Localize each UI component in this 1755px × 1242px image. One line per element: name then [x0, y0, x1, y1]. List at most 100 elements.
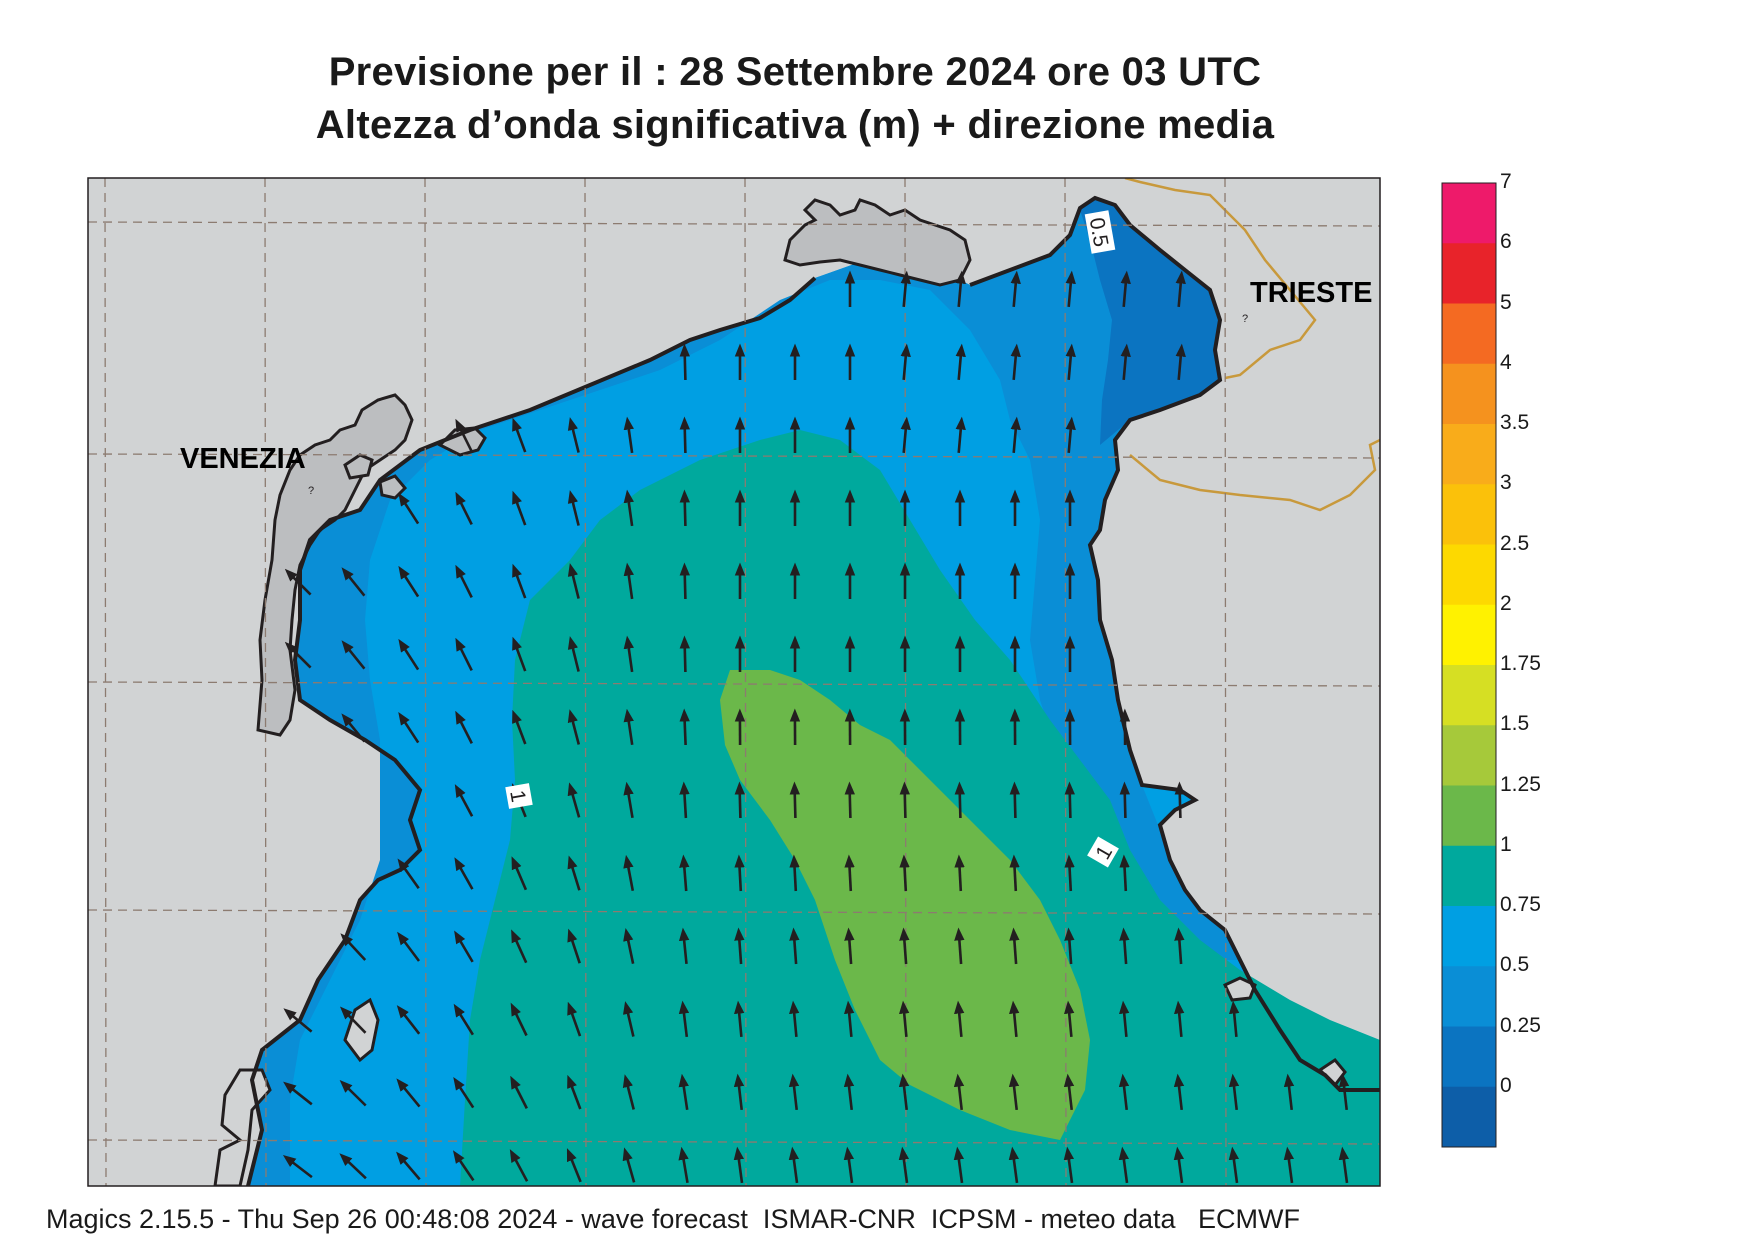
- colorbar-swatch: [1442, 725, 1496, 786]
- wave-direction-arrow: [899, 1000, 910, 1038]
- wave-direction-arrow: [622, 1074, 635, 1110]
- wave-direction-arrow: [623, 1001, 635, 1037]
- wave-direction-arrow: [899, 854, 910, 892]
- contour-label-05: 0.5: [1085, 210, 1116, 254]
- wave-direction-arrow: [453, 1003, 475, 1036]
- wave-direction-arrow: [623, 489, 634, 527]
- wave-direction-arrow: [900, 416, 911, 454]
- lagoon-venezia: [256, 393, 414, 737]
- wave-direction-arrow: [455, 710, 473, 744]
- wave-direction-arrow: [339, 1006, 367, 1034]
- colorbar-swatch: [1442, 1086, 1496, 1148]
- colorbar-tick-label: 7: [1500, 170, 1512, 193]
- wave-direction-arrow: [898, 1073, 910, 1111]
- wave-direction-arrow: [339, 1079, 367, 1107]
- colorbar-tick-label: 4: [1500, 350, 1512, 374]
- wave-direction-arrow: [397, 858, 420, 889]
- wave-direction-arrow: [1065, 343, 1076, 381]
- colorbar-swatch: [1442, 243, 1496, 304]
- colorbar-tick-label: 0.75: [1500, 893, 1541, 916]
- wave-direction-arrow: [567, 782, 581, 818]
- wave-direction-arrow: [789, 854, 800, 892]
- wave-direction-arrow: [898, 1146, 910, 1184]
- wave-direction-arrow: [340, 933, 367, 961]
- wave-direction-arrow: [622, 1147, 636, 1183]
- colorbar-swatch: [1442, 845, 1496, 907]
- wave-direction-arrow: [1119, 1000, 1130, 1038]
- wave-direction-arrow: [1064, 927, 1075, 965]
- wave-direction-arrow: [1175, 270, 1186, 308]
- wave-direction-arrow: [455, 564, 473, 598]
- wave-direction-arrow: [510, 1002, 528, 1037]
- wave-direction-arrow: [398, 492, 420, 525]
- wave-direction-arrow: [283, 1008, 313, 1033]
- wave-direction-arrow: [567, 855, 581, 891]
- wave-direction-arrows: [282, 270, 1350, 1184]
- wave-direction-arrow: [512, 709, 527, 745]
- wave-direction-arrow: [1283, 1146, 1295, 1184]
- label-trieste: TRIESTE: [1250, 277, 1372, 309]
- colorbar-tick-label: 0.25: [1500, 1013, 1541, 1037]
- map-area: 0.5 1 1 VENEZIA ? TRIESTE ?: [88, 178, 1380, 1186]
- wave-direction-arrow: [341, 567, 366, 597]
- wave-direction-arrow: [1338, 1146, 1350, 1184]
- wave-direction-arrow: [843, 1073, 855, 1111]
- colorbar-tick-label: 1.75: [1500, 652, 1541, 675]
- wave-direction-arrow: [679, 343, 690, 381]
- wave-direction-arrow: [623, 708, 634, 745]
- colorbar-tick-label: 5: [1500, 290, 1512, 314]
- coastline-west: [246, 276, 817, 1186]
- wave-direction-arrow: [1064, 781, 1075, 819]
- footer-credits: Magics 2.15.5 - Thu Sep 26 00:48:08 2024…: [46, 1204, 1301, 1234]
- wave-direction-arrow: [567, 636, 580, 672]
- wave-direction-arrow: [1009, 1000, 1020, 1038]
- colorbar-swatch: [1442, 363, 1496, 425]
- wave-direction-arrow: [734, 1000, 745, 1038]
- wave-direction-arrow: [511, 929, 528, 964]
- wave-direction-arrow: [398, 638, 420, 671]
- wave-direction-arrow: [1009, 781, 1020, 819]
- wave-direction-arrow: [955, 343, 966, 381]
- map-frame: [87, 177, 1381, 1187]
- wave-direction-arrow: [512, 490, 527, 526]
- contour-label-1-right: 1: [1087, 836, 1119, 868]
- wave-direction-arrow: [283, 1081, 313, 1106]
- wave-direction-arrow: [284, 568, 312, 596]
- wave-direction-arrow: [954, 927, 965, 965]
- wave-direction-arrow: [679, 562, 690, 600]
- wave-direction-arrow: [788, 1146, 800, 1184]
- wave-direction-arrow: [678, 1000, 690, 1038]
- colorbar-tick-label: 3: [1500, 471, 1512, 495]
- wave-direction-arrow: [397, 931, 421, 962]
- wave-direction-arrow: [844, 781, 855, 819]
- wave-direction-arrow: [567, 1074, 582, 1110]
- wave-direction-arrow: [1174, 927, 1185, 965]
- colorbar-swatch: [1442, 665, 1496, 726]
- colorbar-tick-label: 6: [1500, 230, 1512, 254]
- wave-direction-arrow: [678, 1146, 689, 1184]
- wave-direction-arrow: [567, 1001, 582, 1037]
- wave-direction-arrow: [900, 343, 911, 381]
- wave-direction-arrow: [953, 1146, 965, 1184]
- wave-direction-arrow: [454, 857, 474, 890]
- colorbar-swatch: [1442, 484, 1496, 545]
- wave-direction-arrow: [1283, 1073, 1295, 1111]
- wave-direction-arrow: [396, 1078, 421, 1108]
- national-border: [1124, 178, 1380, 512]
- wave-direction-arrow: [339, 1153, 367, 1180]
- wave-direction-arrow: [1338, 1073, 1350, 1111]
- lagoon-grado: [783, 198, 972, 287]
- wave-direction-arrow: [511, 856, 528, 891]
- svg-text:0.5: 0.5: [1085, 216, 1113, 249]
- wave-direction-arrow: [623, 416, 634, 454]
- wave-direction-arrow: [455, 637, 473, 671]
- wave-direction-arrow: [623, 781, 634, 819]
- colorbar-swatch: [1442, 183, 1496, 244]
- wave-direction-arrow: [1010, 343, 1021, 381]
- colorbar-tick-label: 1.5: [1500, 712, 1530, 736]
- contour-label-1-left: 1: [505, 783, 533, 809]
- wave-direction-arrow: [341, 713, 366, 743]
- wave-direction-arrow: [844, 854, 855, 892]
- wave-direction-arrow: [566, 1148, 582, 1183]
